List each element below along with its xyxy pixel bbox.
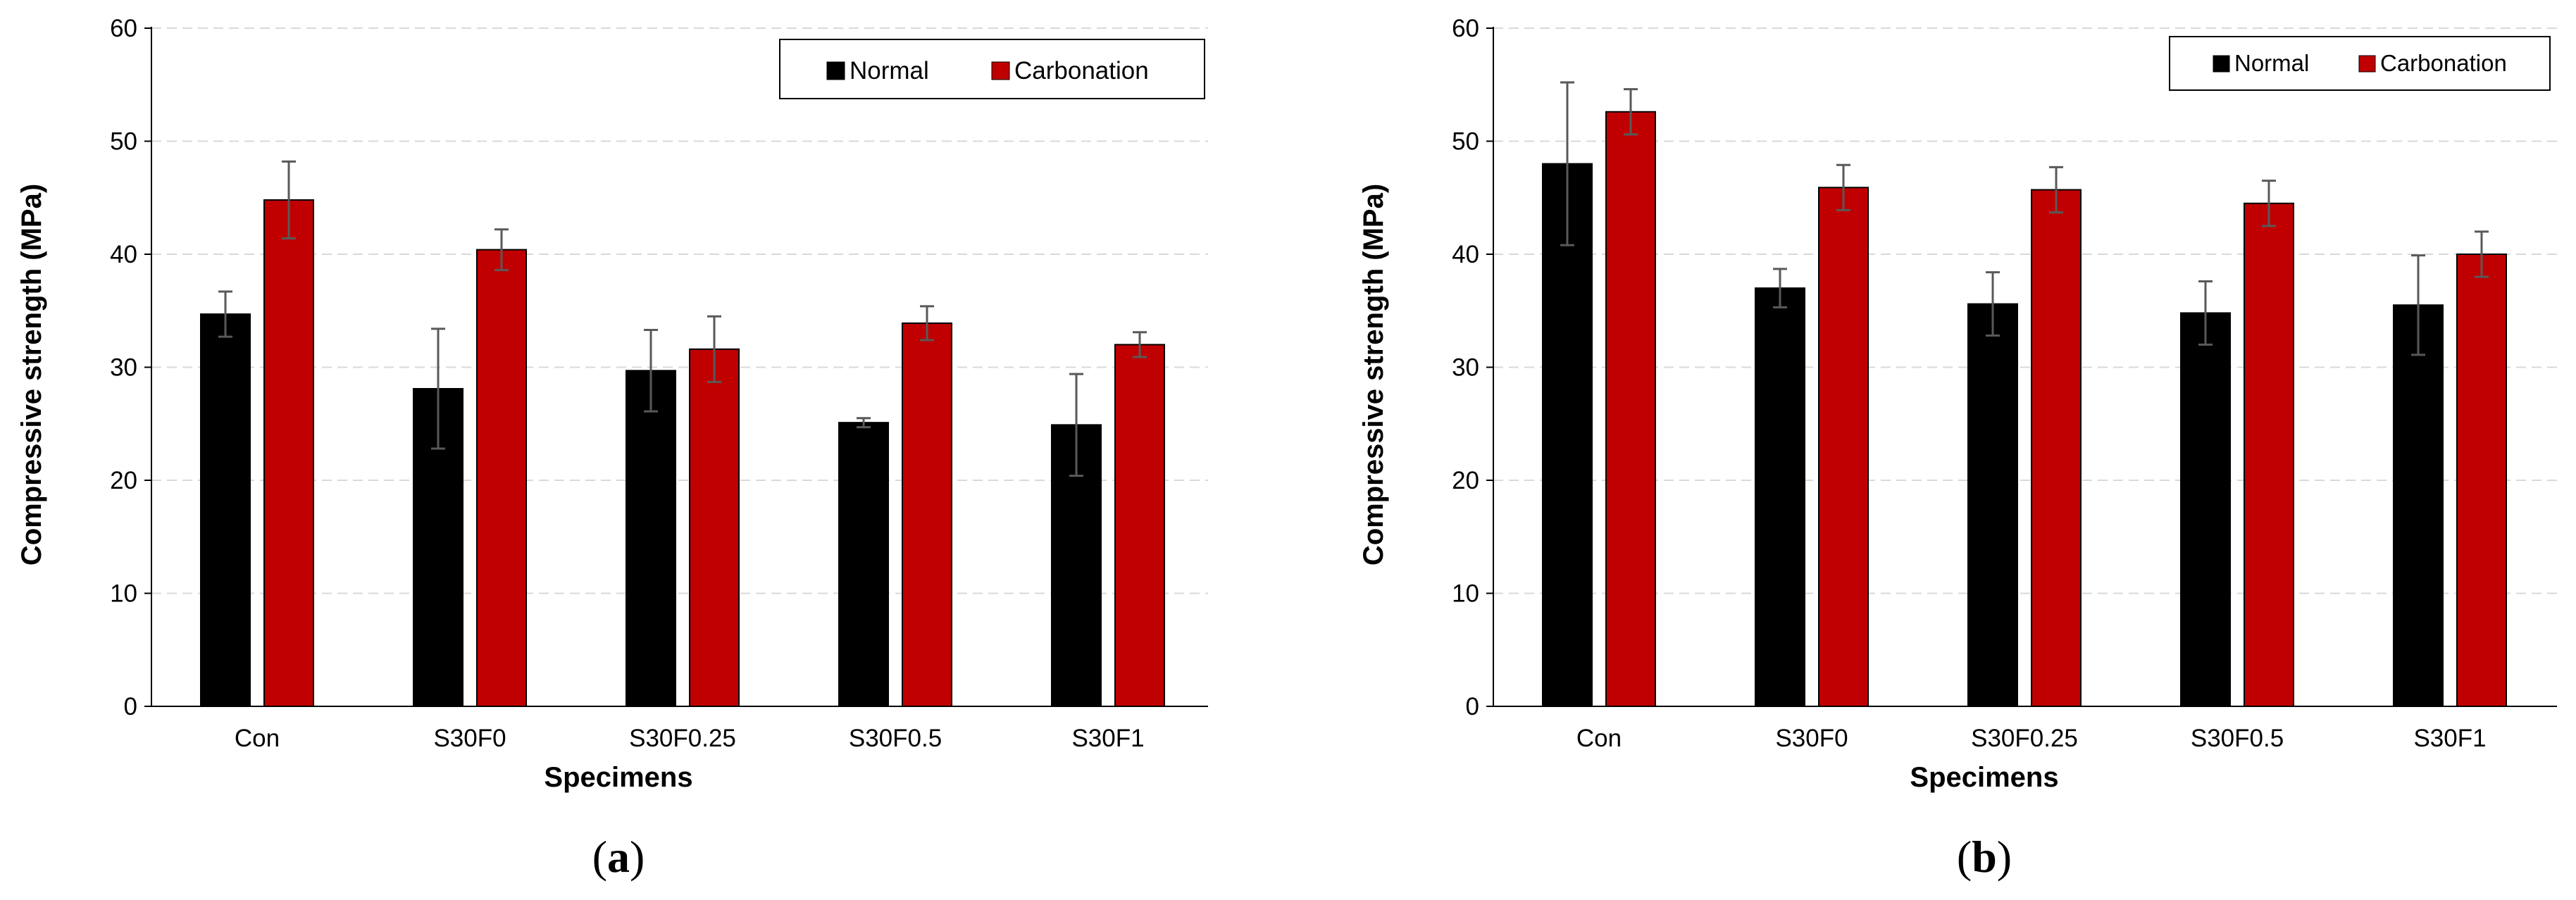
y-tick-label: 60 <box>110 15 137 42</box>
bar-carbonation-con <box>1605 111 1656 707</box>
bar-normal-s30f0 <box>1755 287 1805 707</box>
x-axis-title: Specimens <box>544 762 692 793</box>
legend: Normal Carbonation <box>779 39 1205 99</box>
error-bar <box>2411 254 2425 356</box>
chart-a: 0 10 20 30 40 50 60 Con S30F0 S30F0.25 S30F0.5 S30F… <box>16 15 1208 882</box>
y-tick-label: 0 <box>1466 693 1479 720</box>
bar-carbonation-s30f0-25 <box>2031 189 2082 707</box>
error-bar <box>1560 81 1574 246</box>
bar-normal-s30f0-25 <box>626 370 676 707</box>
error-bar <box>1773 268 1787 308</box>
bar-normal-con <box>200 313 251 707</box>
legend-carbonation-swatch <box>991 61 1010 80</box>
x-tick-label: S30F0.5 <box>2191 725 2284 752</box>
legend-normal-label: Normal <box>2234 50 2309 76</box>
caption-open-paren: ( <box>1957 832 1972 882</box>
y-tick-label: 40 <box>1452 241 1479 268</box>
legend-carbonation-label: Carbonation <box>2380 50 2507 76</box>
error-bar <box>1069 373 1083 477</box>
y-tick-label: 20 <box>1452 467 1479 494</box>
y-axis-title: Compressive strength (MPa) <box>16 184 47 565</box>
legend: Normal Carbonation <box>2169 36 2551 91</box>
error-bar <box>644 329 658 413</box>
bar-normal-s30f0-5 <box>838 422 889 708</box>
y-axis-title: Compressive strength (MPa) <box>1358 184 1389 565</box>
y-tick-label: 0 <box>124 693 137 720</box>
bar-carbonation-s30f0-5 <box>2244 202 2294 707</box>
error-bar <box>494 228 509 271</box>
error-bar <box>2262 180 2276 227</box>
y-tick-label: 10 <box>110 580 137 608</box>
bar-carbonation-con <box>263 199 314 707</box>
chart-b: 0 10 20 30 40 50 60 Con S30F0 S30F0.25 S30F0.5 S30F… <box>1358 15 2557 882</box>
caption-letter: b <box>1972 832 1997 882</box>
legend-normal-swatch <box>826 61 845 80</box>
x-tick-label: S30F0 <box>433 725 506 752</box>
x-tick-label: S30F0.25 <box>1971 725 2078 752</box>
x-tick-label: Con <box>235 725 280 752</box>
bar-normal-s30f0-5 <box>2180 312 2231 707</box>
error-bar <box>920 305 934 342</box>
error-bar <box>2198 280 2213 346</box>
y-tick-label: 30 <box>1452 354 1479 382</box>
legend-carbonation-label: Carbonation <box>1014 57 1149 85</box>
bar-carbonation-s30f1 <box>1114 344 1165 707</box>
bar-carbonation-s30f0 <box>476 249 527 707</box>
caption-open-paren: ( <box>592 832 607 882</box>
legend-normal-label: Normal <box>850 57 929 85</box>
error-bar <box>707 315 721 383</box>
bar-normal-s30f1 <box>2393 304 2444 708</box>
panel-caption-b: (b) <box>1957 832 2012 882</box>
y-tick-label: 20 <box>110 467 137 494</box>
x-tick-label: S30F1 <box>2413 725 2486 752</box>
error-bar <box>218 290 232 338</box>
legend-normal-swatch <box>2213 55 2230 73</box>
y-tick-label: 40 <box>110 241 137 268</box>
y-tick-label: 30 <box>110 354 137 382</box>
x-tick-label: S30F0.25 <box>629 725 736 752</box>
error-bar <box>282 160 296 240</box>
bar-normal-con <box>1542 163 1593 708</box>
y-tick-label: 50 <box>1452 128 1479 156</box>
error-bar <box>1624 88 1638 136</box>
bar-carbonation-s30f0-5 <box>902 322 952 707</box>
x-tick-label: S30F1 <box>1071 725 1144 752</box>
legend-carbonation-swatch <box>2358 55 2376 73</box>
y-tick-label: 60 <box>1452 15 1479 42</box>
error-bar <box>431 327 445 450</box>
bar-normal-s30f0-25 <box>1967 303 2018 707</box>
error-bar <box>1133 331 1147 358</box>
x-axis-title: Specimens <box>1910 762 2058 793</box>
error-bar <box>857 417 871 429</box>
error-bar <box>2475 230 2489 278</box>
caption-letter: a <box>607 832 630 882</box>
x-tick-label: Con <box>1576 725 1622 752</box>
x-tick-label: S30F0.5 <box>849 725 942 752</box>
error-bar <box>1836 163 1850 211</box>
error-bar <box>1986 271 2000 337</box>
bar-carbonation-s30f1 <box>2456 254 2507 707</box>
caption-close-paren: ) <box>630 832 645 882</box>
x-tick-label: S30F0 <box>1775 725 1848 752</box>
error-bar <box>2049 165 2063 214</box>
caption-close-paren: ) <box>1997 832 2012 882</box>
bar-carbonation-s30f0-25 <box>689 348 740 707</box>
y-tick-label: 50 <box>110 128 137 156</box>
panel-caption-a: (a) <box>592 832 645 882</box>
y-tick-label: 10 <box>1452 580 1479 608</box>
bar-carbonation-s30f0 <box>1818 187 1869 707</box>
